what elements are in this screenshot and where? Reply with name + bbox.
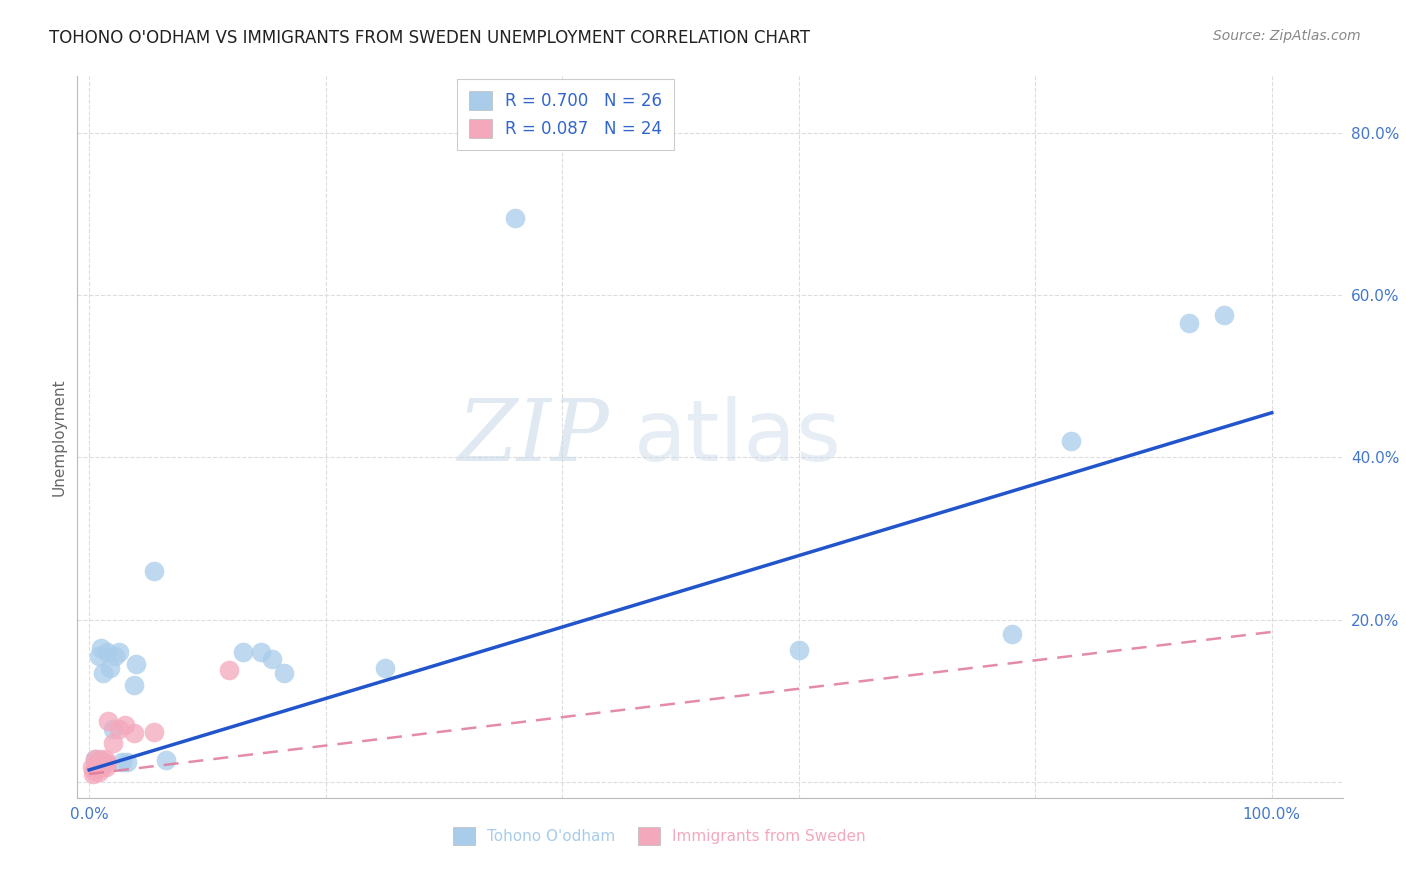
Point	[87, 756, 110, 771]
Point	[122, 726, 145, 740]
Point	[115, 755, 138, 769]
Point	[104, 649, 127, 664]
Point	[107, 723, 129, 737]
Point	[83, 764, 105, 778]
Point	[100, 661, 122, 675]
Point	[1060, 434, 1083, 449]
Point	[262, 651, 284, 665]
Point	[93, 756, 115, 771]
Point	[143, 724, 166, 739]
Point	[84, 760, 107, 774]
Text: Source: ZipAtlas.com: Source: ZipAtlas.com	[1213, 29, 1361, 43]
Point	[82, 767, 104, 781]
Point	[155, 753, 177, 767]
Point	[114, 718, 136, 732]
Point	[143, 564, 166, 578]
Text: ZIP: ZIP	[457, 396, 609, 478]
Point	[125, 657, 148, 672]
Point	[84, 757, 107, 772]
Point	[787, 642, 810, 657]
Point	[84, 752, 107, 766]
Point	[122, 678, 145, 692]
Point	[90, 641, 112, 656]
Point	[1213, 308, 1236, 322]
Point	[80, 760, 103, 774]
Point	[89, 752, 111, 766]
Point	[90, 760, 112, 774]
Point	[97, 714, 120, 729]
Point	[87, 764, 110, 779]
Text: atlas: atlas	[634, 395, 842, 479]
Point	[84, 752, 107, 766]
Point	[374, 661, 396, 675]
Point	[90, 756, 112, 771]
Point	[91, 760, 114, 774]
Point	[107, 645, 129, 659]
Point	[96, 645, 118, 659]
Legend: Tohono O'odham, Immigrants from Sweden: Tohono O'odham, Immigrants from Sweden	[453, 827, 866, 845]
Point	[503, 211, 526, 225]
Point	[273, 665, 295, 680]
Point	[1000, 626, 1022, 640]
Point	[111, 755, 134, 769]
Text: TOHONO O'ODHAM VS IMMIGRANTS FROM SWEDEN UNEMPLOYMENT CORRELATION CHART: TOHONO O'ODHAM VS IMMIGRANTS FROM SWEDEN…	[49, 29, 810, 46]
Point	[93, 665, 115, 680]
Point	[94, 760, 117, 774]
Point	[232, 645, 254, 659]
Point	[86, 760, 108, 774]
Point	[93, 752, 115, 766]
Point	[101, 736, 124, 750]
Point	[96, 756, 118, 771]
Point	[249, 645, 271, 659]
Point	[87, 649, 110, 664]
Point	[218, 663, 240, 677]
Point	[1178, 317, 1201, 331]
Y-axis label: Unemployment: Unemployment	[51, 378, 66, 496]
Point	[101, 723, 124, 737]
